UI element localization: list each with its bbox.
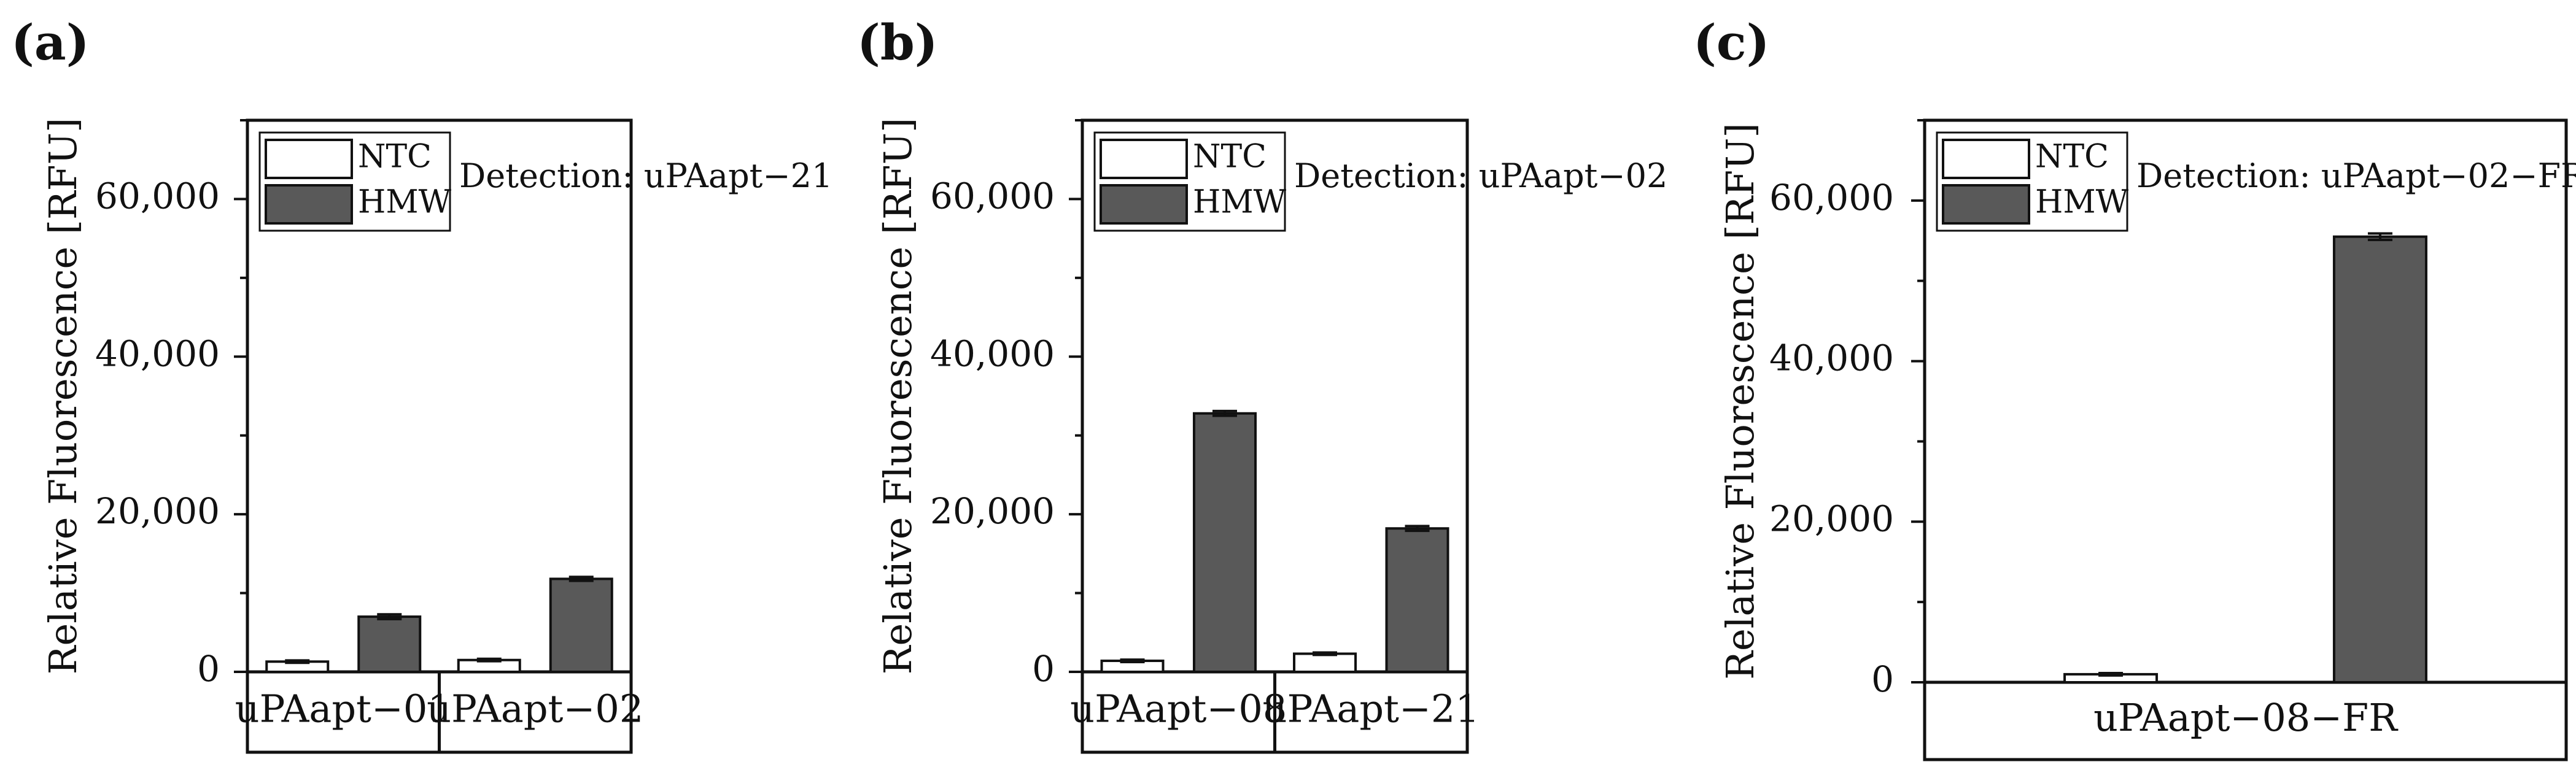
legend-swatch-ntc — [1942, 139, 2030, 179]
category-box — [1923, 680, 2568, 761]
y-tick-label: 60,000 — [1769, 177, 1894, 218]
legend: NTC HMW — [1936, 131, 2129, 232]
y-axis-label: Relative Fluorescence [RFU] — [41, 118, 85, 674]
y-tick-label: 40,000 — [1769, 337, 1894, 379]
legend-label: NTC — [1193, 139, 1267, 175]
panel-label: (a) — [11, 13, 90, 71]
legend: NTC HMW — [258, 131, 452, 232]
y-tick-label: 0 — [197, 648, 220, 690]
y-tick-label: 60,000 — [930, 175, 1055, 217]
legend-label: HMW — [358, 184, 452, 221]
y-tick-label: 60,000 — [95, 175, 220, 217]
category-label: uPAapt−21 — [1263, 687, 1480, 731]
legend-swatch-ntc — [265, 139, 353, 179]
legend-swatch-hmw — [265, 184, 353, 225]
detection-annotation: Detection: uPAapt−02 — [1294, 156, 1667, 195]
panel-b: (b) Relative Fluorescence [RFU] 0 20,000 40,… — [857, 13, 1667, 754]
legend: NTC HMW — [1093, 131, 1287, 232]
detection-annotation: Detection: uPAapt−21 — [459, 156, 832, 195]
category-label: uPAapt−01 — [235, 687, 452, 731]
legend-label: NTC — [2035, 139, 2109, 175]
y-tick-label: 20,000 — [95, 490, 220, 532]
y-tick-label: 20,000 — [930, 490, 1055, 532]
legend-swatch-hmw — [1100, 184, 1188, 225]
bar-hmw — [2332, 235, 2427, 684]
y-tick-label: 0 — [1032, 648, 1055, 690]
panel-label: (c) — [1693, 13, 1769, 71]
legend-swatch-hmw — [1942, 184, 2030, 225]
bar-hmw — [1385, 527, 1449, 674]
legend-label: HMW — [1193, 184, 1287, 221]
category-label: uPAapt−08 — [1070, 687, 1287, 731]
category-label: uPAapt−02 — [427, 687, 643, 731]
y-tick-label: 20,000 — [1769, 498, 1894, 539]
bar-ntc — [1293, 652, 1357, 673]
y-axis-label: Relative Fluorescence [RFU] — [1718, 123, 1763, 679]
legend-label: HMW — [2035, 184, 2129, 221]
category-label: uPAapt−08−FR — [2093, 695, 2399, 740]
legend-swatch-ntc — [1100, 139, 1188, 179]
y-axis-label: Relative Fluorescence [RFU] — [875, 118, 920, 674]
bar-hmw — [357, 615, 422, 673]
y-tick-label: 0 — [1871, 658, 1894, 700]
panel-c: (c) Relative Fluorescence [RFU] 0 20,000 40,… — [1693, 13, 2576, 761]
legend-label: NTC — [358, 139, 432, 175]
y-tick-label: 40,000 — [930, 333, 1055, 374]
bar-hmw — [549, 577, 613, 673]
y-tick-label: 40,000 — [95, 333, 220, 374]
detection-annotation: Detection: uPAapt−02−FR — [2136, 156, 2576, 195]
panel-a: (a) Relative Fluorescence [RFU] 0 20,000 40,… — [11, 13, 832, 754]
bar-hmw — [1192, 412, 1257, 673]
panel-label: (b) — [857, 13, 938, 71]
